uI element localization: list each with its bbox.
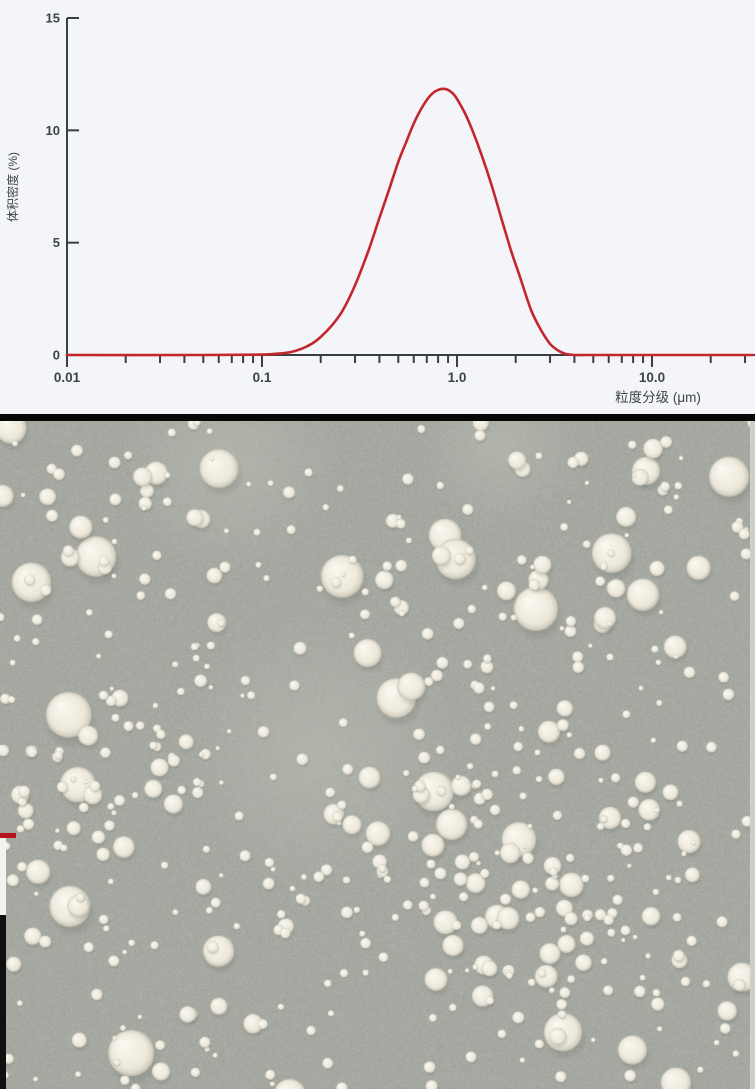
x-tick-label: 0.1 [253, 370, 272, 385]
particle-size-distribution-chart: 0 5 10 15 0.01 0.1 1.0 10.0 体积密度 (%) 粒度分级 (μm) [0, 0, 755, 414]
divider-bar [0, 414, 755, 421]
left-edge-white-strip [0, 838, 6, 915]
left-edge-black-strip [0, 915, 6, 1089]
x-axis-title: 粒度分级 (μm) [615, 390, 701, 405]
left-edge-red-line [0, 833, 16, 838]
right-edge-strip [750, 421, 755, 1089]
x-tick-label: 0.01 [54, 370, 81, 385]
y-tick-label: 0 [53, 348, 60, 363]
x-tick-label: 10.0 [639, 370, 665, 385]
y-tick-label: 15 [46, 11, 60, 26]
y-tick-label: 5 [53, 235, 60, 250]
sem-micrograph-canvas [0, 421, 750, 1089]
psd-chart-svg: 0 5 10 15 0.01 0.1 1.0 10.0 体积密度 (%) 粒度分级 (μm) [5, 11, 755, 405]
y-axis-title: 体积密度 (%) [5, 152, 20, 222]
x-tick-label: 1.0 [448, 370, 467, 385]
sem-micrograph [0, 421, 755, 1089]
distribution-curve [65, 87, 755, 357]
y-tick-label: 10 [46, 123, 60, 138]
